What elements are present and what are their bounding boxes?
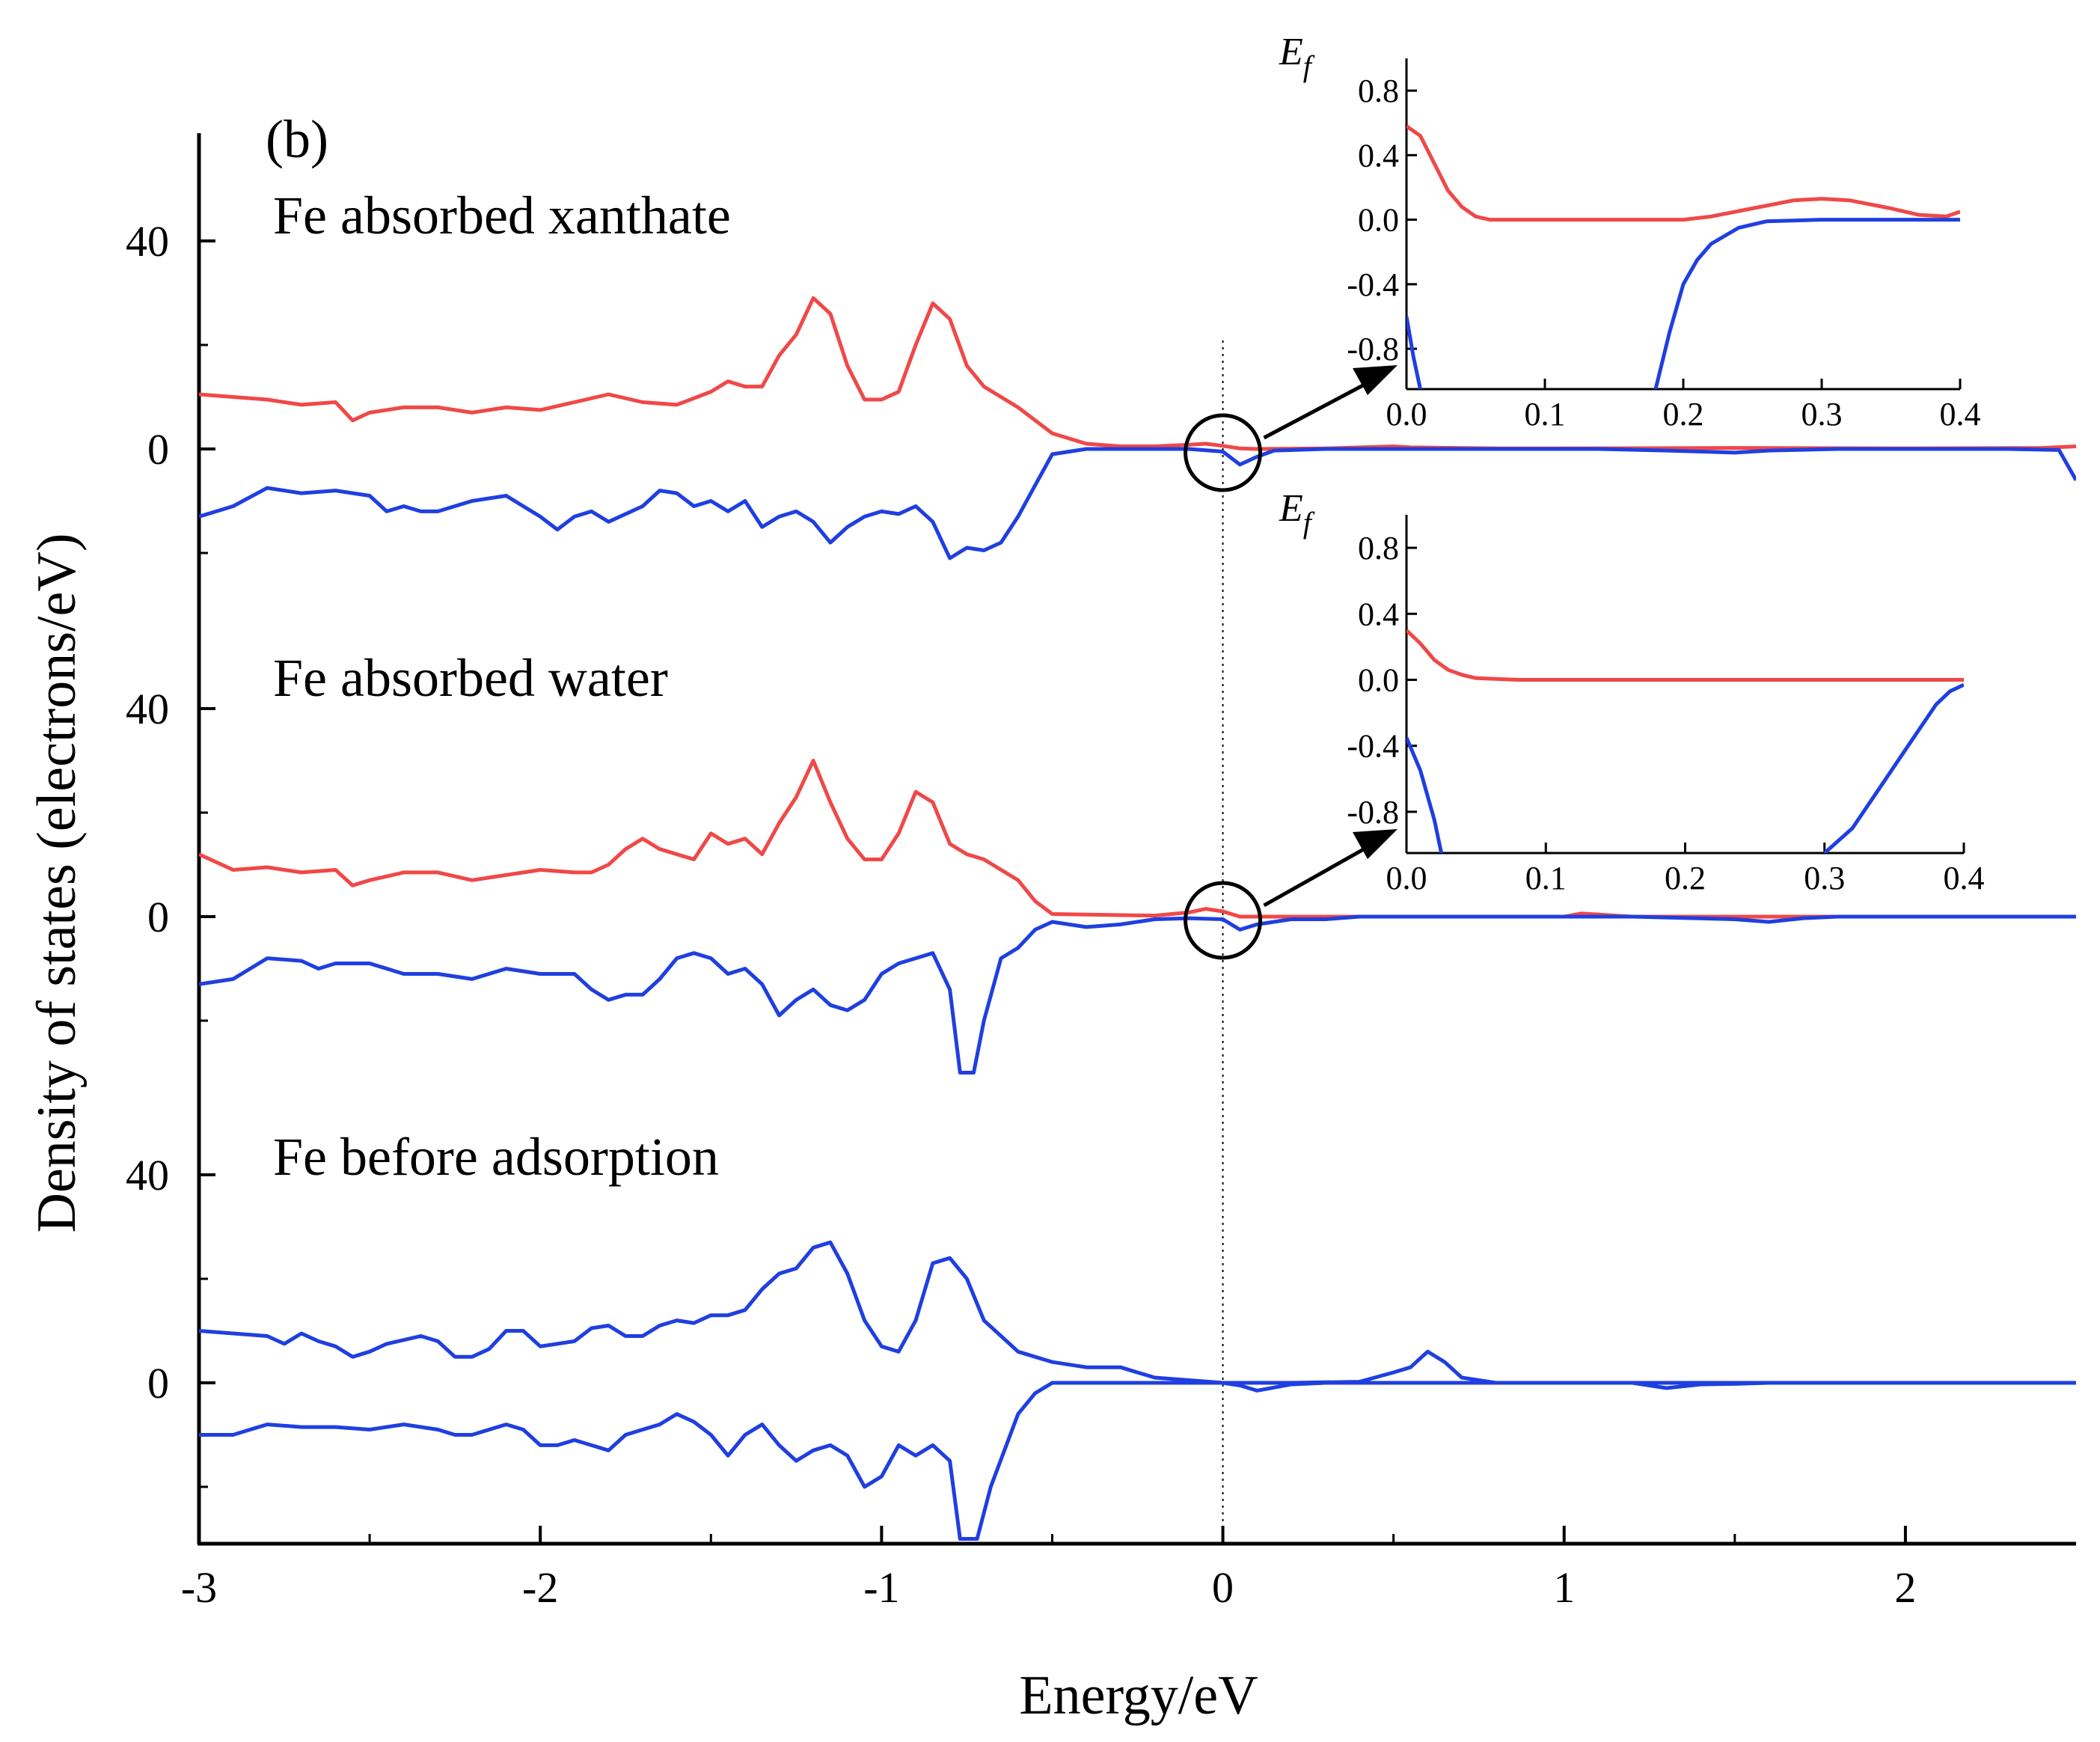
inset-y-tick-label: -0.4 [1347, 266, 1399, 303]
inset-x-tick-label: 0.0 [1386, 396, 1427, 433]
y-axis-title: Density of states (electrons/eV) [26, 534, 88, 1233]
inset-y-tick-label: 0.4 [1358, 137, 1399, 174]
inset-line-0-0 [1406, 124, 1960, 222]
panel-label-1: Fe absorbed water [273, 648, 668, 708]
dos-line-panel1-series1 [199, 914, 2076, 1075]
zoom-arrowhead-1 [1353, 829, 1398, 859]
zoom-circle-0 [1184, 413, 1263, 492]
series-group [199, 296, 2076, 1541]
inset-line-0-2 [1653, 218, 1960, 389]
inset-x-tick-label: 0.1 [1525, 396, 1566, 433]
y-tick-label: 0 [147, 893, 169, 941]
inset-x-tick-label: 0.3 [1804, 860, 1845, 896]
inset-x-tick-label: 0.4 [1940, 396, 1981, 433]
inset-x-tick-label: 0.4 [1944, 860, 1985, 896]
inset-x-tick-label: 0.0 [1386, 860, 1427, 896]
zoom-circle-1 [1184, 881, 1263, 960]
inset-y-tick-label: -0.4 [1347, 728, 1399, 765]
panel-label-b: (b) [266, 109, 328, 169]
inset-y-tick-label: -0.8 [1347, 794, 1399, 831]
y-tick-label: 40 [126, 1151, 169, 1199]
dos-line-panel1-series0 [199, 759, 2076, 919]
inset-y-tick-label: 0.8 [1358, 73, 1399, 109]
zoom-arrow-1 [1263, 842, 1374, 908]
y-tick-label: 40 [126, 685, 169, 733]
panel-label-2: Fe before adsorption [273, 1127, 719, 1187]
inset-y-tick-label: 0.0 [1358, 202, 1399, 239]
callouts [1184, 365, 1398, 960]
x-tick-label: -1 [863, 1563, 899, 1612]
zoom-arrowhead-0 [1353, 365, 1398, 395]
y-tick-label: 0 [147, 1359, 169, 1408]
dos-line-panel0-series0 [199, 296, 2076, 451]
inset-ef-subscript: f [1303, 49, 1315, 83]
panel-label-0: Fe absorbed xanthate [273, 186, 731, 245]
inset-x-tick-label: 0.3 [1801, 396, 1843, 433]
inset-x-tick-label: 0.2 [1665, 860, 1706, 896]
inset-x-tick-label: 0.1 [1525, 860, 1567, 896]
inset-y-tick-label: 0.4 [1358, 596, 1399, 632]
inset-line-1-0 [1406, 629, 1964, 682]
inset-line-1-2 [1823, 682, 1964, 853]
main-plot: 0 40 0 40 0 40 -3 -2 -1 0 1 2 [126, 133, 2076, 1612]
inset-y-tick-label: -0.8 [1347, 331, 1399, 367]
x-tick-label: 1 [1553, 1563, 1575, 1612]
inset-y-tick-label: 0.0 [1358, 661, 1399, 698]
x-axis-title: Energy/eV [1019, 1665, 1258, 1726]
inset-line-0-1 [1406, 316, 1422, 389]
x-tick-label: 0 [1212, 1563, 1234, 1612]
inset-ef-label: Ef [1279, 31, 1315, 83]
x-tick-label: -3 [181, 1563, 217, 1612]
inset-line-1-1 [1406, 736, 1444, 853]
inset-y-tick-label: 0.8 [1358, 530, 1399, 566]
dos-line-panel2-series1 [199, 1381, 2076, 1541]
inset-series [1406, 629, 1964, 853]
x-tick-label: 2 [1894, 1563, 1916, 1612]
y-tick-label: 40 [126, 217, 169, 266]
dos-line-panel2-series0 [199, 1240, 2076, 1385]
y-tick-label: 0 [147, 425, 169, 474]
insets: 0.8 0.4 0.0 -0.4 -0.8 0.0 0.1 0.2 0.3 0.4 Ef 0.8 0.4… [1279, 31, 1985, 896]
x-tick-label: -2 [522, 1563, 558, 1612]
zoom-arrow-0 [1263, 378, 1374, 440]
inset-x-tick-label: 0.2 [1663, 396, 1704, 433]
panel-labels: (b) Fe absorbed xanthate Fe absorbed wat… [266, 109, 731, 1187]
inset-ef-subscript: f [1303, 506, 1315, 540]
inset-ef-label: Ef [1279, 487, 1315, 540]
inset-series [1406, 124, 1960, 389]
inset-0: 0.8 0.4 0.0 -0.4 -0.8 0.0 0.1 0.2 0.3 0.4 Ef [1279, 31, 1981, 433]
dos-line-panel0-series1 [199, 447, 2076, 560]
